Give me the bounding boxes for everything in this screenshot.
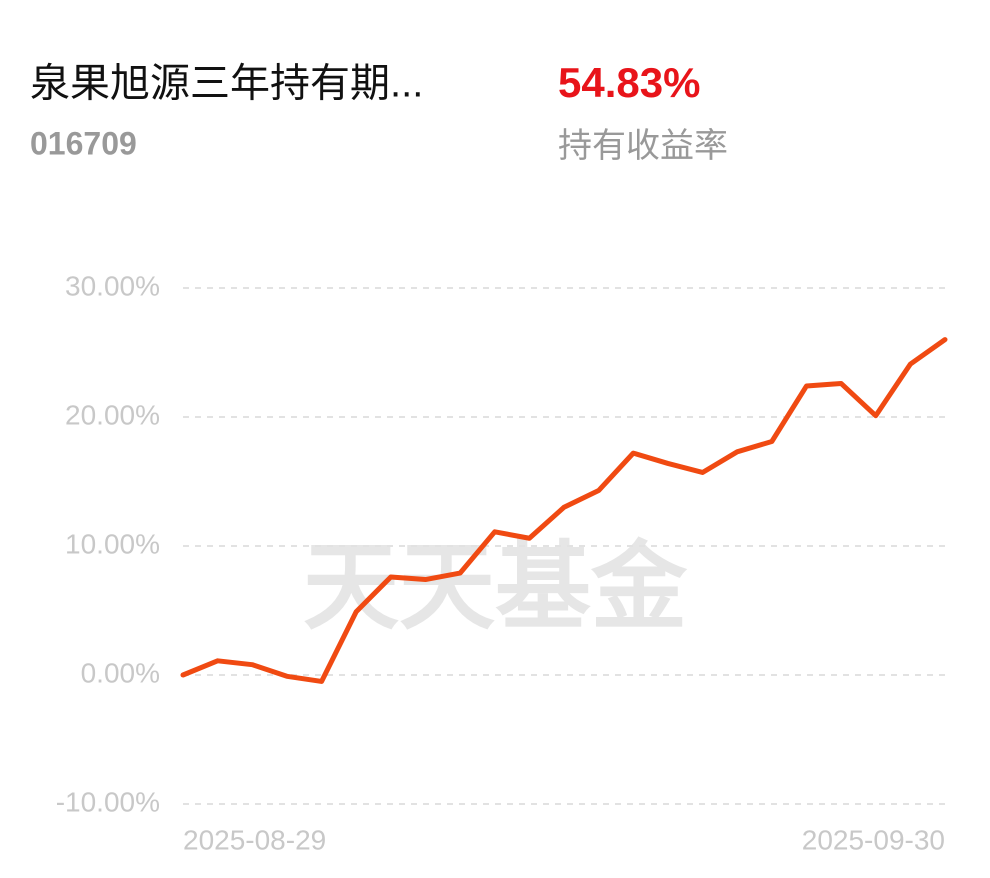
fund-code: 016709 bbox=[30, 125, 137, 161]
line bbox=[180, 337, 948, 684]
y-tick-label: -10.00% bbox=[56, 786, 160, 817]
x-tick-label: 2025-08-29 bbox=[183, 824, 326, 855]
watermark: 天天基金 bbox=[303, 530, 688, 643]
y-tick-label: 10.00% bbox=[65, 528, 160, 559]
return-value: 54.83% bbox=[558, 59, 700, 106]
fund-title: 泉果旭源三年持有期... bbox=[30, 62, 423, 106]
x-tick-label: 2025-09-30 bbox=[802, 824, 945, 855]
y-tick-label: 20.00% bbox=[65, 399, 160, 430]
y-tick-label: 0.00% bbox=[81, 657, 160, 688]
return-label: 持有收益率 bbox=[558, 127, 728, 165]
y-tick-label: 30.00% bbox=[65, 270, 160, 301]
